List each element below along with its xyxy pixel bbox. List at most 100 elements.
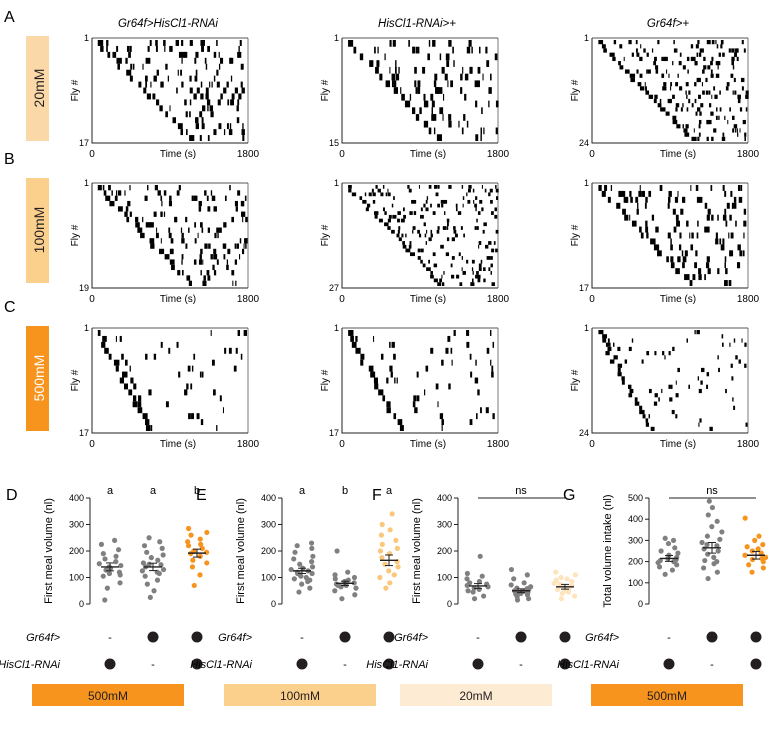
lick-bout <box>132 395 137 402</box>
lick-bout <box>736 128 738 133</box>
lick-bout <box>135 216 139 223</box>
lick-bout <box>695 250 698 257</box>
lick-bout <box>451 359 453 366</box>
lick-bout <box>447 222 449 227</box>
data-point <box>117 580 123 586</box>
data-point <box>467 580 473 586</box>
lick-bout <box>153 75 157 82</box>
lick-bout <box>605 351 610 356</box>
lick-bout <box>425 241 427 245</box>
data-point <box>352 592 358 598</box>
lick-bout <box>646 232 649 239</box>
lick-bout <box>648 388 652 394</box>
lick-bout <box>191 195 194 201</box>
lick-bout <box>130 63 133 70</box>
lick-bout <box>106 45 108 52</box>
lick-bout <box>645 226 649 233</box>
lick-bout <box>152 93 156 100</box>
lick-bout <box>454 233 458 238</box>
lick-bout <box>167 75 169 82</box>
lick-bout <box>401 93 405 101</box>
lick-bout <box>218 63 221 70</box>
lick-bout <box>100 45 104 52</box>
lick-bout <box>232 280 234 286</box>
lick-bout <box>414 66 417 74</box>
lick-bout <box>430 271 433 275</box>
lick-bout <box>398 66 400 74</box>
lick-bout <box>145 419 150 426</box>
lick-bout <box>450 347 453 354</box>
lick-bout <box>436 229 440 234</box>
lick-bout <box>387 218 391 223</box>
lick-bout <box>700 380 703 385</box>
raster-x-start: 0 <box>589 149 595 160</box>
lick-bout <box>402 218 405 223</box>
lick-bout <box>107 51 111 58</box>
lick-bout <box>213 75 216 82</box>
lick-bout <box>188 413 191 420</box>
concentration-strip-2 <box>26 326 49 431</box>
data-point <box>705 551 711 557</box>
raster-axes <box>591 328 748 434</box>
lick-bout <box>471 259 475 264</box>
lick-bout <box>398 226 401 230</box>
lick-bout <box>637 82 642 87</box>
data-point <box>113 553 119 559</box>
lick-bout <box>628 40 632 45</box>
lick-bout <box>204 57 207 64</box>
data-point <box>704 533 711 539</box>
lick-bout <box>631 52 634 57</box>
data-point <box>662 535 668 541</box>
lick-bout <box>414 407 418 414</box>
data-point <box>558 596 565 602</box>
stat-label: a <box>150 485 157 497</box>
lick-bout <box>745 90 749 95</box>
lick-bout <box>711 56 714 62</box>
lick-bout <box>210 111 214 118</box>
lick-bout <box>713 128 717 133</box>
lick-bout <box>626 196 628 203</box>
lick-bout <box>722 342 724 347</box>
lick-bout <box>428 127 432 135</box>
lick-bout <box>231 270 235 276</box>
lick-bout <box>180 129 184 136</box>
lick-bout <box>675 82 679 87</box>
lick-bout <box>202 123 204 130</box>
lick-bout <box>724 280 727 286</box>
lick-bout <box>647 69 651 74</box>
lick-bout <box>168 347 171 354</box>
lick-bout <box>359 53 364 61</box>
data-point <box>387 580 393 586</box>
lick-bout <box>145 425 151 431</box>
lick-bout <box>433 278 438 283</box>
lick-bout <box>176 87 178 94</box>
lick-bout <box>654 351 657 356</box>
lick-bout <box>698 268 702 275</box>
lick-bout <box>739 128 741 133</box>
lick-bout <box>667 202 670 209</box>
lick-bout <box>655 65 659 70</box>
lick-bout <box>116 57 122 64</box>
lick-bout <box>434 185 438 189</box>
lick-bout <box>211 359 215 366</box>
lick-bout <box>155 45 158 52</box>
lick-bout <box>207 206 211 212</box>
lick-bout <box>420 214 422 219</box>
lick-bout <box>730 73 734 78</box>
data-point <box>144 549 150 555</box>
lick-bout <box>193 259 197 265</box>
genotype-header-1: HisCl1-RNAi>+ <box>378 18 456 30</box>
lick-bout <box>481 185 484 189</box>
lick-bout <box>722 132 725 137</box>
raster-axes <box>341 328 498 434</box>
lick-bout <box>697 136 700 141</box>
scatter-ylabel: Total volume intake (nl) <box>602 494 614 607</box>
lick-bout <box>477 389 480 396</box>
lick-bout <box>634 397 638 402</box>
lick-bout <box>639 56 643 62</box>
data-point <box>334 548 340 554</box>
lick-bout <box>433 127 436 135</box>
lick-bout <box>618 61 621 66</box>
raster-y-top-label: 1 <box>584 178 589 188</box>
lick-bout <box>425 100 429 108</box>
